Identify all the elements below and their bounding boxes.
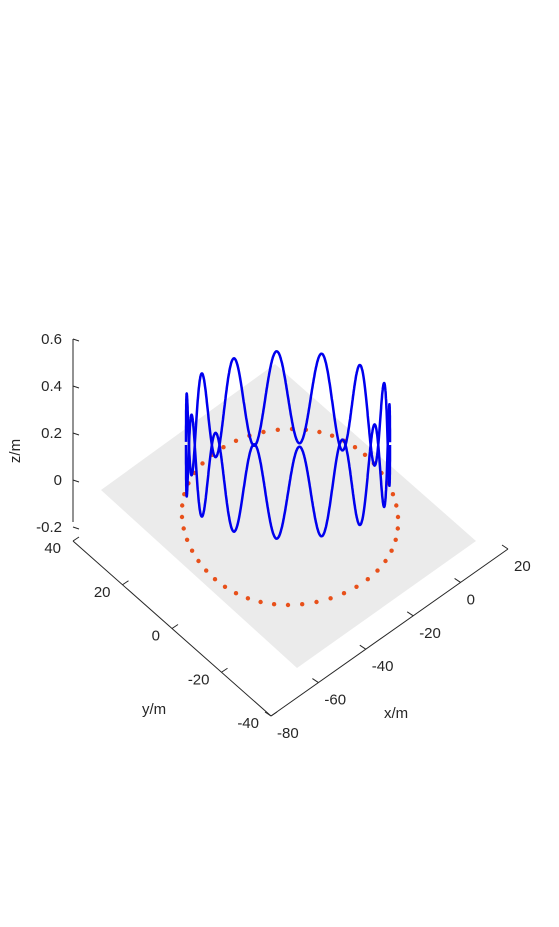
x-axis-line [270, 548, 509, 717]
y-axis-ticks: -40 -20 0 20 40 [44, 536, 278, 732]
z-tick-label: -0.2 [36, 519, 62, 536]
x-tick-mark [312, 678, 319, 684]
x-tick-label: 0 [467, 591, 475, 608]
z-tick-mark [72, 385, 80, 389]
marker-point [341, 591, 347, 596]
marker-point [179, 514, 185, 520]
x-tick-label: -40 [372, 658, 394, 675]
y-tick-label: 0 [152, 628, 160, 645]
y-tick-mark [72, 536, 80, 542]
z-axis-label: z/m [7, 439, 24, 463]
marker-point [196, 558, 201, 564]
marker-point [233, 591, 239, 596]
x-tick-label: 20 [514, 558, 531, 575]
y-tick-label: -40 [237, 715, 259, 732]
marker-point [189, 548, 195, 553]
x-tick-label: -80 [277, 725, 299, 742]
marker-point [184, 537, 190, 542]
marker-point [300, 602, 305, 607]
y-tick-mark [221, 667, 228, 673]
marker-point [314, 599, 319, 605]
marker-point [181, 526, 186, 531]
marker-point [328, 596, 333, 601]
marker-point [204, 568, 209, 573]
marker-point [261, 429, 266, 435]
y-tick-mark [122, 580, 129, 586]
marker-point [200, 461, 205, 466]
z-tick-mark [72, 432, 80, 436]
marker-point [375, 568, 380, 573]
y-tick-label: 40 [44, 540, 61, 557]
wave-line-front [184, 403, 392, 540]
marker-point [258, 599, 263, 605]
marker-point [395, 514, 401, 520]
z-tick-label: 0.6 [41, 331, 62, 348]
wave-line-back [184, 350, 392, 487]
marker-point [285, 602, 291, 608]
x-tick-mark [406, 611, 414, 617]
x-tick-mark [501, 544, 509, 550]
marker-point [365, 577, 370, 582]
marker-point [233, 438, 239, 443]
marker-point [275, 427, 280, 432]
y-axis-label: y/m [142, 701, 166, 718]
marker-point [389, 548, 394, 553]
marker-point [221, 445, 226, 450]
z-tick-mark [72, 338, 80, 342]
background-plane [101, 364, 476, 668]
marker-point [352, 445, 358, 450]
y-tick-mark [270, 711, 278, 717]
marker-point [383, 558, 388, 564]
marker-point [329, 433, 335, 438]
y-tick-label: 20 [94, 584, 111, 601]
marker-point [271, 602, 277, 607]
axes: -0.2 0 0.2 0.4 0.6 -40 -20 0 20 40 -80 -60 -40 -20 0… [36, 331, 531, 742]
z-tick-mark [72, 479, 80, 483]
x-tick-label: -60 [324, 692, 346, 709]
z-axis-ticks: -0.2 0 0.2 0.4 0.6 [36, 331, 80, 536]
marker-point [180, 503, 185, 508]
z-tick-label: 0 [54, 472, 62, 489]
marker-point [394, 503, 399, 508]
marker-point [395, 526, 400, 531]
y-tick-mark [171, 624, 179, 629]
wave-series [184, 350, 392, 540]
marker-point [212, 577, 218, 582]
marker-point [317, 429, 322, 435]
marker-point [390, 492, 396, 497]
x-tick-mark [359, 644, 367, 650]
marker-point [393, 537, 398, 542]
marker-point [354, 584, 359, 589]
x-axis-ticks: -80 -60 -40 -20 0 20 [264, 544, 531, 742]
x-axis-label: x/m [384, 705, 408, 722]
x-tick-label: -20 [419, 625, 441, 642]
marker-point [222, 584, 228, 589]
marker-point [362, 452, 368, 457]
ground-plane [101, 364, 476, 668]
x-tick-mark [454, 577, 461, 583]
z-tick-label: 0.2 [41, 425, 62, 442]
z-tick-mark [72, 526, 80, 530]
z-tick-label: 0.4 [41, 378, 62, 395]
x-tick-mark [264, 711, 272, 717]
marker-point [245, 596, 251, 601]
y-tick-label: -20 [188, 671, 210, 688]
